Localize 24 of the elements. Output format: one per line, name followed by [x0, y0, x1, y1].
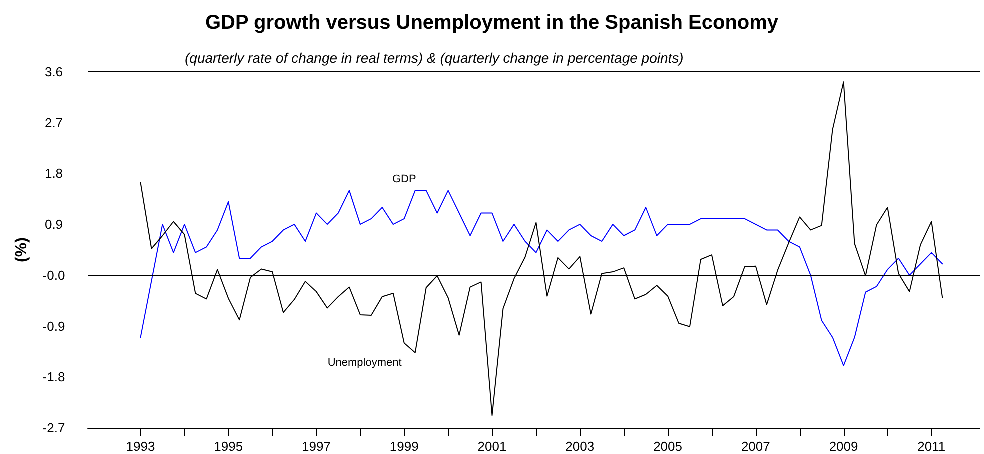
y-tick-label: 3.6 — [44, 64, 64, 80]
x-tick-label: 2003 — [566, 439, 595, 454]
x-tick-label: 1997 — [302, 439, 331, 454]
y-tick-label: -2.7 — [42, 420, 66, 436]
y-tick-label: 2.7 — [44, 115, 64, 130]
x-tick-label: 2005 — [654, 439, 682, 454]
x-tick-label: 1993 — [126, 439, 156, 454]
y-tick-label: -0.9 — [42, 318, 66, 334]
chart-subtitle: (quarterly rate of change in real terms) & (quarterly change in percentage points) — [185, 50, 684, 66]
x-tick-label: 2001 — [478, 439, 507, 454]
x-tick-label: 1999 — [390, 439, 419, 454]
chart-title: GDP growth versus Unemployment in the Spanish Economy — [205, 12, 780, 34]
y-tick-label: 1.8 — [44, 166, 64, 182]
series-label: GDP — [392, 173, 416, 186]
y-axis-title: (%) — [14, 238, 30, 262]
y-tick-label: -0.0 — [42, 268, 66, 283]
y-tick-label: 0.9 — [44, 217, 64, 232]
x-tick-label: 1995 — [214, 439, 244, 454]
series-label: Unemployment — [328, 357, 402, 370]
line-series — [140, 190, 944, 366]
x-tick-label: 2009 — [829, 439, 858, 454]
y-tick-label: -1.8 — [42, 370, 66, 385]
x-tick-label: 2011 — [918, 439, 946, 454]
x-tick-label: 2007 — [741, 439, 770, 454]
